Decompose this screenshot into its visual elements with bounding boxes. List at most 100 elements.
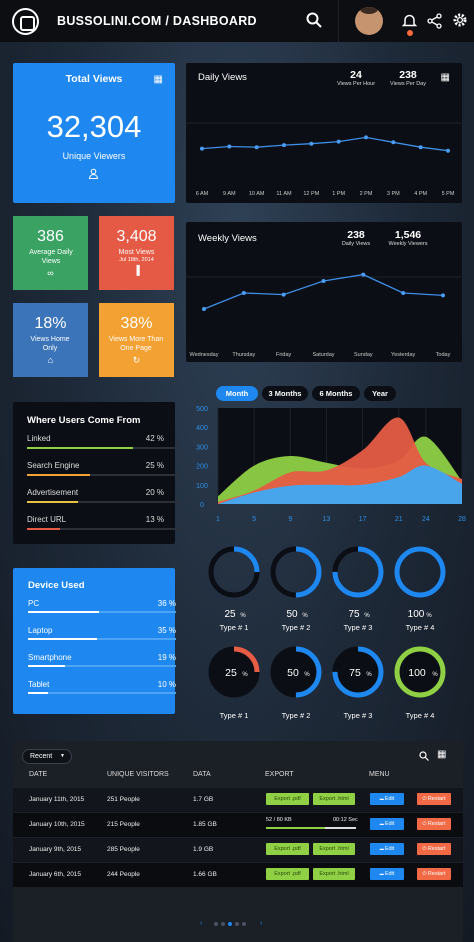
- tile-value: 38%: [120, 315, 153, 332]
- user-sources-panel: Where Users Come From Linked 42 % Search E…: [13, 402, 179, 544]
- tile-date: Jul 18th, 2014: [119, 257, 154, 263]
- search-icon[interactable]: [419, 751, 429, 761]
- page-dot[interactable]: [214, 922, 218, 926]
- power-icon: ⏻: [422, 821, 428, 827]
- col-header-date[interactable]: DATE: [29, 771, 48, 778]
- tile-label: Average Daily Views: [29, 249, 73, 265]
- next-page-icon[interactable]: ›: [260, 920, 263, 927]
- tab-year[interactable]: Year: [364, 386, 396, 401]
- weekly-x-label: Thursday: [232, 352, 255, 358]
- ring-progress: [270, 546, 322, 598]
- daily-point: [336, 139, 341, 144]
- col-header-menu[interactable]: MENU: [369, 771, 390, 778]
- total-views-subtitle: Unique Viewers: [62, 151, 126, 161]
- refresh-icon: ↻: [132, 355, 141, 365]
- views-per-hour-value: 24: [350, 69, 362, 81]
- tile-value: 3,408: [116, 228, 157, 245]
- tab-month[interactable]: Month: [216, 386, 258, 401]
- device-bar-fill: [28, 611, 100, 613]
- area-y-label: 500: [196, 406, 208, 413]
- col-header-export[interactable]: EXPORT: [265, 771, 294, 778]
- area-x-label: 28: [458, 516, 466, 523]
- area-x-label: 21: [395, 516, 403, 523]
- page-dot[interactable]: [235, 922, 239, 926]
- area-series: [218, 465, 462, 504]
- ring-unit: %: [364, 613, 370, 619]
- export-html-button[interactable]: Export .html: [313, 843, 355, 855]
- weekly-point: [401, 291, 406, 295]
- daily-views-title: Daily Views: [198, 72, 247, 83]
- share-icon[interactable]: [427, 13, 442, 29]
- ring-center: [274, 650, 318, 694]
- ring-label: Type # 3: [344, 623, 373, 632]
- views-more-than-one-page-tile: 38% Views More Than One Page ↻: [99, 303, 174, 377]
- source-label: Linked: [27, 434, 51, 443]
- export-pdf-button[interactable]: Export .pdf: [266, 843, 309, 855]
- weekly-x-label: Saturday: [312, 352, 334, 358]
- export-html-button[interactable]: Export .html: [313, 868, 355, 880]
- col-header-visitors[interactable]: UNIQUE VISITORS: [107, 771, 169, 778]
- source-percent: 25 %: [145, 461, 164, 470]
- views-per-day-label: Views Per Day: [390, 81, 426, 87]
- edit-button[interactable]: ▬ Edit: [370, 868, 404, 880]
- table-row: January 9th, 2015 285 People 1.9 GB Export …: [13, 838, 463, 862]
- device-bar-fill: [28, 638, 98, 640]
- edit-button[interactable]: ▬ Edit: [370, 793, 404, 805]
- bell-icon[interactable]: [402, 13, 417, 29]
- edit-label: Edit: [384, 846, 395, 852]
- restart-button[interactable]: ⏻ Restart: [417, 818, 451, 830]
- ring-progress: [270, 646, 322, 698]
- area-x-label: 5: [252, 516, 256, 523]
- export-pdf-button[interactable]: Export .pdf: [266, 868, 309, 880]
- table-row: January 10th, 2015 215 People 1.85 GB 52 / …: [13, 813, 463, 837]
- page-dot[interactable]: [242, 922, 246, 926]
- source-label: Direct URL: [27, 515, 67, 524]
- edit-button[interactable]: ▬ Edit: [370, 843, 404, 855]
- source-item: Search Engine 25 %: [27, 461, 179, 476]
- avatar[interactable]: [355, 7, 383, 35]
- grid-icon[interactable]: ▦: [440, 72, 450, 83]
- table-row: January 6th, 2015 244 People 1.66 GB Export…: [13, 863, 463, 887]
- recent-filter-dropdown[interactable]: Recent ▼: [22, 749, 72, 764]
- edit-button[interactable]: ▬ Edit: [370, 818, 404, 830]
- ring-value: 25: [224, 609, 236, 620]
- daily-point: [391, 140, 396, 145]
- ring-progress: [332, 646, 384, 698]
- row-date: January 10th, 2015: [29, 821, 85, 828]
- daily-x-label: 11 AM: [276, 191, 292, 197]
- grid-icon[interactable]: ▦: [437, 749, 447, 760]
- weekly-viewers-value: 1,546: [394, 229, 422, 241]
- restart-button[interactable]: ⏻ Restart: [417, 868, 451, 880]
- source-bar-fill: [27, 447, 134, 449]
- tab-6-months[interactable]: 6 Months: [312, 386, 360, 401]
- weekly-viewers-label: Weekly Viewers: [388, 241, 428, 247]
- page-dot[interactable]: [221, 922, 225, 926]
- power-icon: ⏻: [422, 846, 428, 852]
- row-data: 1.7 GB: [193, 796, 214, 803]
- signal-bars-icon: ▐: [133, 265, 140, 275]
- grid-icon[interactable]: ▦: [153, 74, 163, 85]
- logo-icon[interactable]: [12, 8, 39, 35]
- tile-label: Views Home Only: [30, 336, 70, 352]
- col-header-data[interactable]: DATA: [193, 771, 211, 778]
- page-dot[interactable]: [228, 922, 232, 926]
- search-icon[interactable]: [306, 12, 322, 28]
- restart-button[interactable]: ⏻ Restart: [417, 793, 451, 805]
- export-pdf-button[interactable]: Export .pdf: [266, 793, 309, 805]
- ring-label: Type # 4: [406, 623, 435, 632]
- device-bar-track: [28, 611, 176, 613]
- source-bar-fill: [27, 501, 78, 503]
- export-html-button[interactable]: Export .html: [313, 793, 355, 805]
- area-y-label: 0: [200, 502, 204, 509]
- row-date: January 11th, 2015: [29, 796, 85, 803]
- restart-button[interactable]: ⏻ Restart: [417, 843, 451, 855]
- daily-x-label: 12 PM: [303, 191, 319, 197]
- prev-page-icon[interactable]: ‹: [200, 920, 203, 927]
- ring-progress: [332, 546, 384, 598]
- weekly-point: [241, 291, 246, 295]
- tab-3-months[interactable]: 3 Months: [262, 386, 308, 401]
- row-date: January 6th, 2015: [29, 871, 82, 878]
- ring-value: 25: [225, 667, 237, 679]
- weekly-point: [441, 293, 445, 298]
- gear-icon[interactable]: [452, 12, 468, 28]
